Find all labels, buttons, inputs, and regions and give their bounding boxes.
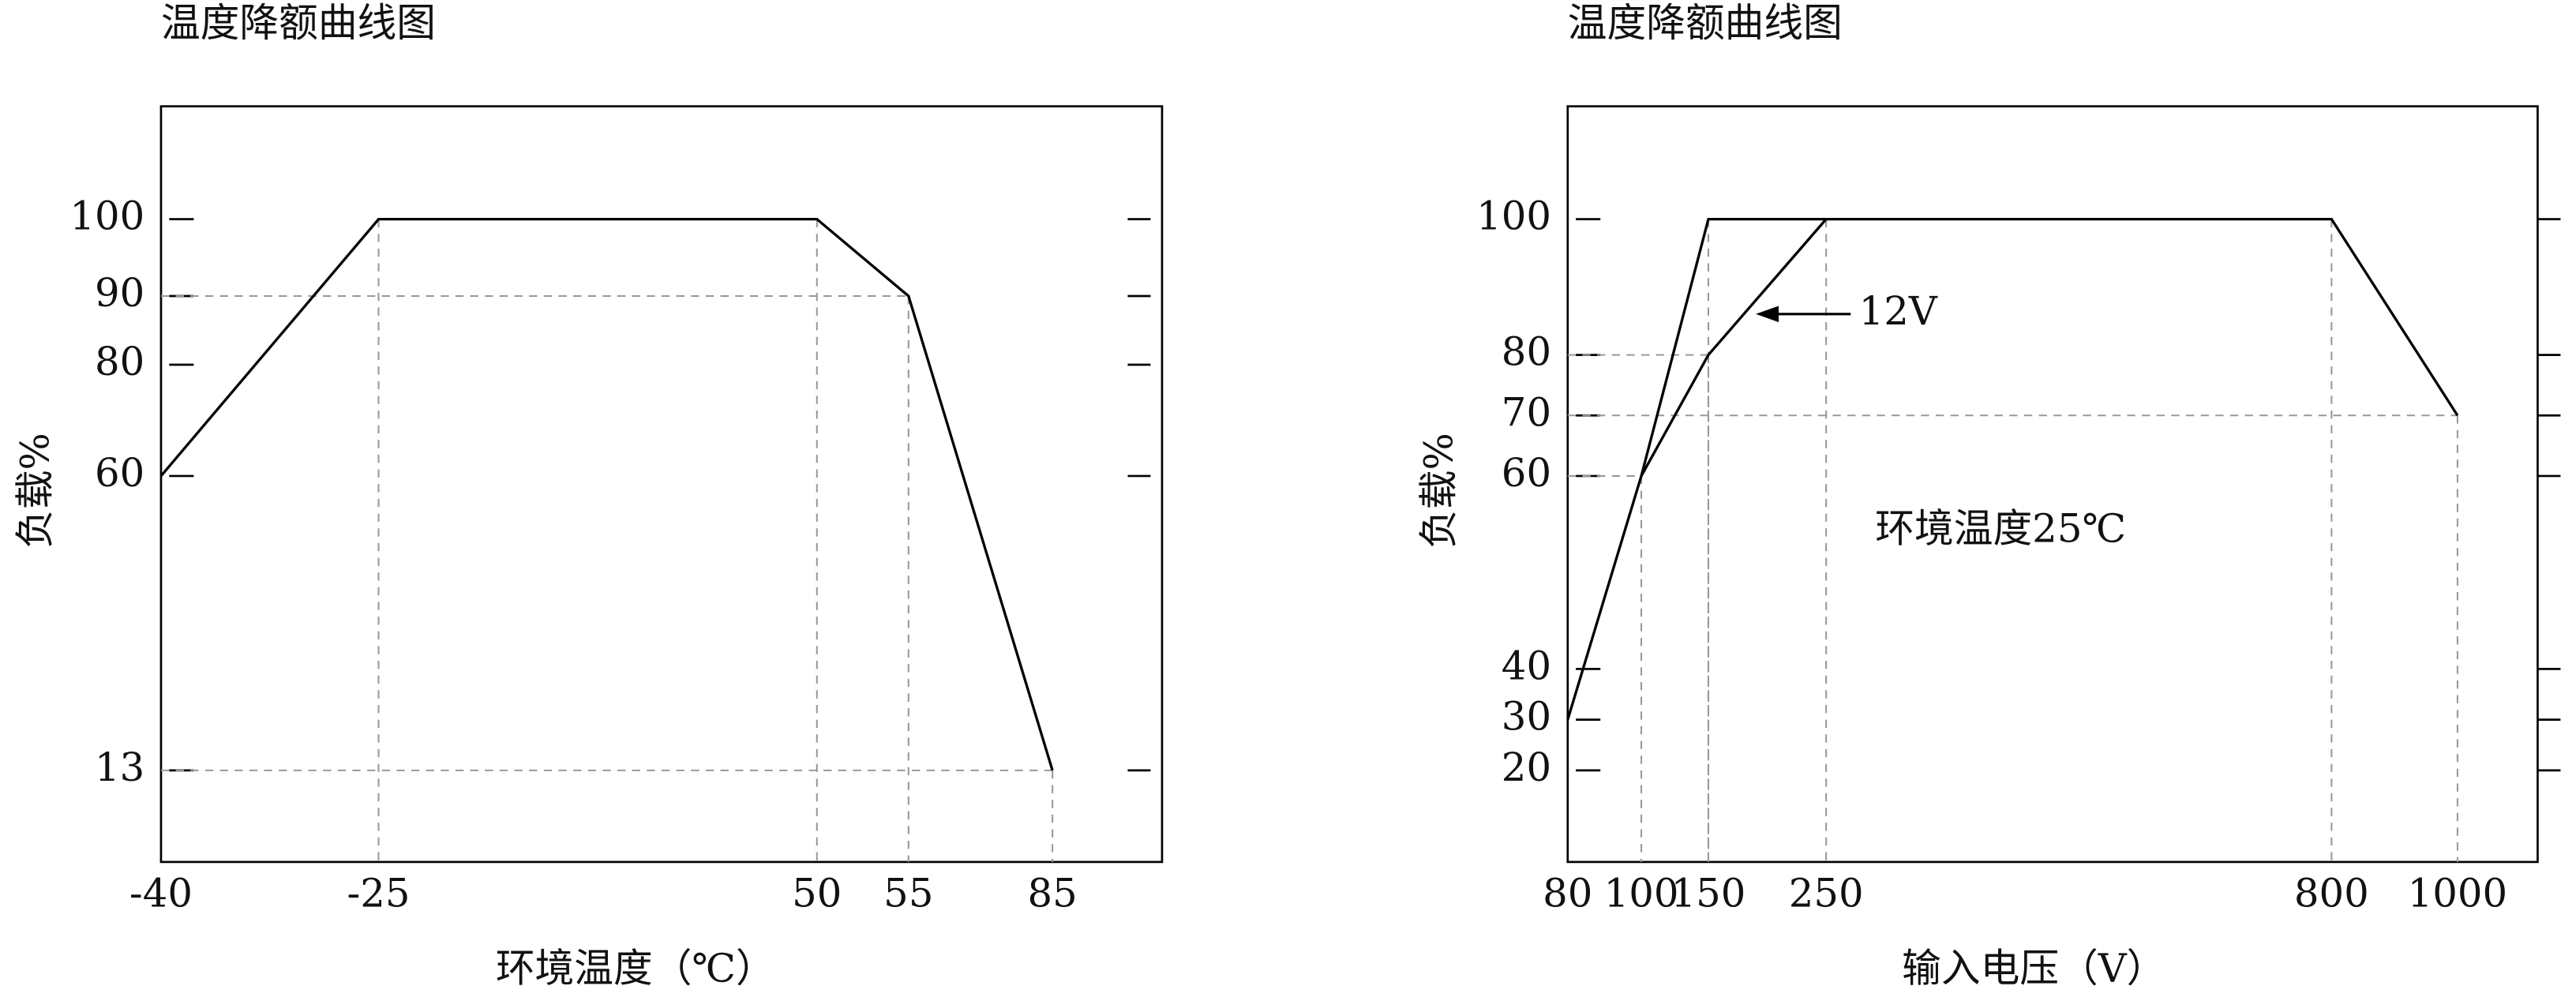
plot-frame <box>1566 105 2539 864</box>
plot-frame <box>159 105 1164 864</box>
y-tick-label: 13 <box>95 744 144 790</box>
y-tick-label: 60 <box>95 450 144 496</box>
data-line <box>159 217 1054 771</box>
x-tick-label: 50 <box>792 870 842 916</box>
y-axis-label: 负载% <box>1415 433 1461 549</box>
y-tick-label: 40 <box>1502 643 1551 688</box>
y-tick-label: 80 <box>1502 329 1551 375</box>
y-tick-label: 30 <box>1502 694 1551 740</box>
data-line <box>1566 217 2459 721</box>
chart-title: 温度降额曲线图 <box>1568 0 1843 46</box>
chart: 温度降额曲线图 100 90 80 60 13 -40 -25 50 55 85 负载% 环境温度（℃） <box>13 0 1164 992</box>
y-tick-label: 20 <box>1502 744 1551 790</box>
x-tick-label: 100 <box>1604 870 1679 916</box>
x-tick-label: -25 <box>347 870 410 916</box>
x-tick-label: -40 <box>129 870 193 916</box>
x-tick-label: 150 <box>1671 870 1746 916</box>
chart-title: 温度降额曲线图 <box>161 0 436 46</box>
y-tick-label: 70 <box>1502 389 1551 435</box>
arrow-head <box>1756 306 1779 323</box>
y-axis-label: 负载% <box>13 433 58 549</box>
y-tick-label: 100 <box>69 193 144 239</box>
x-tick-label: 250 <box>1789 870 1864 916</box>
data-line <box>1640 218 1828 477</box>
x-axis-label: 环境温度（℃） <box>496 946 775 992</box>
x-tick-label: 80 <box>1543 870 1592 916</box>
x-tick-label: 800 <box>2294 870 2369 916</box>
x-tick-label: 1000 <box>2408 870 2508 916</box>
x-axis-label: 输入电压（V） <box>1902 946 2165 992</box>
y-tick-label: 100 <box>1476 193 1551 239</box>
y-tick-label: 80 <box>95 339 144 384</box>
series-label: 12V <box>1859 288 1938 334</box>
x-tick-label: 85 <box>1028 870 1078 916</box>
annotation: 环境温度25℃ <box>1875 505 2126 551</box>
y-tick-label: 60 <box>1502 450 1551 496</box>
x-tick-label: 55 <box>883 870 933 916</box>
y-tick-label: 90 <box>95 270 144 316</box>
